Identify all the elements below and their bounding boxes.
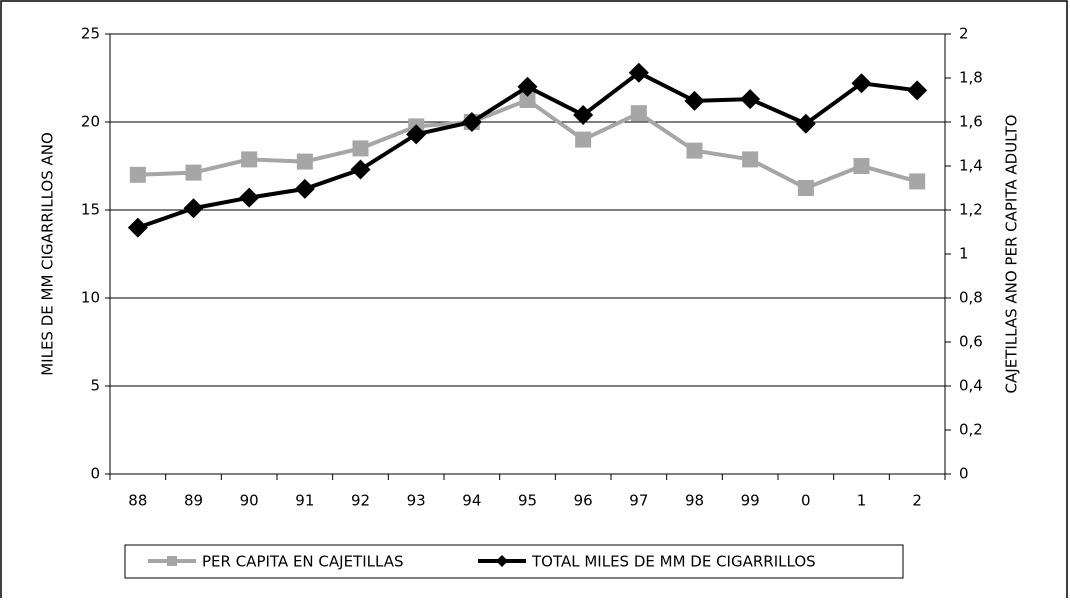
data-point [684,90,705,111]
x-tick-label: 88 [128,492,147,510]
y-tick-label: 25 [81,25,100,43]
y2-tick-label: 0 [959,465,969,483]
data-point [742,151,759,168]
y-axis-label: MILES DE MM CIGARRILLOS ANO [39,132,57,376]
x-tick-label: 98 [685,492,704,510]
x-tick-label: 90 [240,492,259,510]
legend-marker [496,555,508,567]
y2-tick-label: 0,6 [959,333,983,351]
data-point [461,112,482,132]
y-tick-label: 10 [81,289,100,307]
data-point [185,164,202,181]
data-point [129,166,146,183]
x-tick-label: 1 [857,492,867,510]
data-point [573,104,594,125]
data-point [517,76,538,97]
x-tick-label: 89 [184,492,203,510]
series-line [137,97,918,191]
data-point [294,178,315,199]
y2-tick-label: 2 [959,25,969,43]
y2-axis-label: CAJETILLAS ANO PER CAPITA ADULTO [1003,115,1021,394]
data-point [740,89,761,110]
y-tick-label: 5 [90,377,100,395]
y2-tick-label: 1,6 [959,113,983,131]
x-tick-label: 0 [801,492,811,510]
legend-box [124,544,904,579]
y2-tick-label: 1,8 [959,69,983,87]
x-tick-label: 96 [574,492,593,510]
legend-label: PER CAPITA EN CAJETILLAS [202,553,403,571]
x-tick-label: 97 [629,492,648,510]
x-tick-label: 93 [407,492,426,510]
x-tick-label: 95 [518,492,537,510]
data-point [628,62,649,83]
y2-tick-label: 1,4 [959,157,983,175]
y2-tick-label: 0,8 [959,289,983,307]
y2-tick-label: 0,4 [959,377,983,395]
data-point [127,217,148,238]
x-tick-label: 91 [295,492,314,510]
data-point [352,140,369,157]
data-point [851,73,872,94]
y-tick-label: 0 [90,465,100,483]
x-tick-label: 2 [912,492,922,510]
data-point [907,80,928,101]
y2-tick-label: 1,2 [959,201,983,219]
data-point [630,105,647,122]
x-tick-label: 94 [462,492,481,510]
data-point [183,198,204,219]
y2-tick-label: 1 [959,245,969,263]
legend-label: TOTAL MILES DE MM DE CIGARRILLOS [531,553,816,571]
data-point [575,131,592,148]
data-point [795,113,816,134]
legend-marker [167,556,177,566]
x-tick-label: 92 [351,492,370,510]
data-point [406,124,427,145]
data-point [853,158,870,174]
data-point [519,92,536,108]
data-point [296,153,313,170]
y2-tick-label: 0,2 [959,421,983,439]
x-tick-label: 99 [741,492,760,510]
data-point [797,180,814,196]
data-point [241,151,258,168]
data-point [686,142,703,159]
y-tick-label: 20 [81,113,100,131]
data-point [350,159,371,180]
data-point [909,173,926,190]
y-tick-label: 15 [81,201,100,219]
data-point [239,187,260,208]
